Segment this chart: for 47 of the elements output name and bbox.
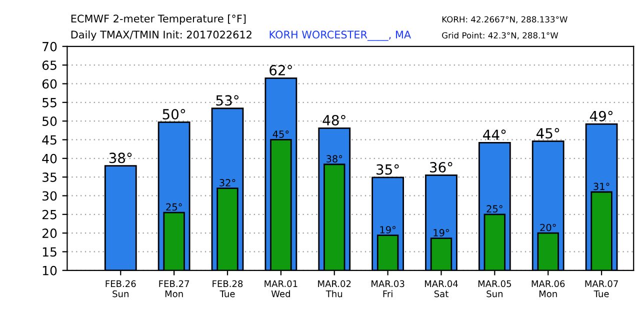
data-label: 31° bbox=[594, 182, 610, 190]
x-tick-label: MAR.01 Wed bbox=[264, 280, 298, 298]
data-label: 32° bbox=[220, 179, 236, 186]
data-label: 38° bbox=[109, 152, 132, 164]
text: KORH: 42.2667°N, 288.133°W bbox=[442, 16, 568, 24]
data-label: 36° bbox=[430, 162, 452, 173]
x-tick-label: MAR.06 Mon bbox=[532, 280, 565, 298]
text: KORH WORCESTER____, MA bbox=[270, 30, 411, 41]
y-tick-label: 40 bbox=[42, 154, 57, 164]
x-tick-label: MAR.07 Tue bbox=[585, 280, 618, 298]
y-tick-label: 20 bbox=[42, 228, 57, 238]
y-tick-label: 65 bbox=[42, 60, 56, 70]
data-label: 44° bbox=[483, 130, 506, 140]
y-tick-label: 15 bbox=[42, 247, 56, 257]
data-label: 48° bbox=[322, 114, 346, 126]
x-tick-label: MAR.02 Thu bbox=[318, 280, 351, 298]
data-label: 50° bbox=[162, 108, 186, 120]
y-tick-label: 60 bbox=[42, 79, 57, 89]
data-label: 35° bbox=[376, 164, 399, 175]
x-tick-label: MAR.03 Fri bbox=[372, 280, 404, 298]
y-tick-label: 10 bbox=[42, 266, 57, 276]
data-label: 19° bbox=[380, 226, 396, 234]
data-label: 53° bbox=[216, 95, 238, 106]
data-label: 25° bbox=[166, 203, 182, 211]
y-tick-label: 45 bbox=[42, 135, 56, 145]
x-tick-label: MAR.05 Sun bbox=[478, 280, 512, 298]
x-tick-label: MAR.04 Sat bbox=[424, 280, 458, 298]
data-label: 45° bbox=[536, 128, 560, 139]
y-tick-label: 55 bbox=[42, 98, 56, 108]
y-tick-label: 25 bbox=[42, 210, 56, 220]
data-label: 19° bbox=[434, 229, 449, 236]
chart-title: ECMWF 2-meter Temperature [°F] bbox=[71, 14, 246, 25]
data-label: 62° bbox=[270, 64, 292, 76]
y-tick-label: 35 bbox=[42, 172, 56, 182]
data-label: 20° bbox=[540, 224, 556, 232]
y-tick-label: 70 bbox=[42, 42, 57, 52]
text: Grid Point: 42.3°N, 288.1°W bbox=[442, 32, 558, 40]
x-tick-label: FEB.26 Sun bbox=[106, 280, 136, 298]
data-label: 25° bbox=[486, 205, 502, 213]
data-label: 38° bbox=[326, 155, 342, 162]
chart-subtitle: Daily TMAX/TMIN Init: 2017022612 bbox=[71, 30, 252, 41]
x-tick-label: FEB.28 Tue bbox=[212, 280, 243, 298]
data-label: 45° bbox=[272, 130, 289, 138]
x-tick-label: FEB.27 Mon bbox=[159, 280, 190, 298]
y-tick-label: 50 bbox=[42, 116, 57, 126]
y-tick-label: 30 bbox=[42, 191, 57, 201]
data-label: 49° bbox=[590, 110, 613, 122]
